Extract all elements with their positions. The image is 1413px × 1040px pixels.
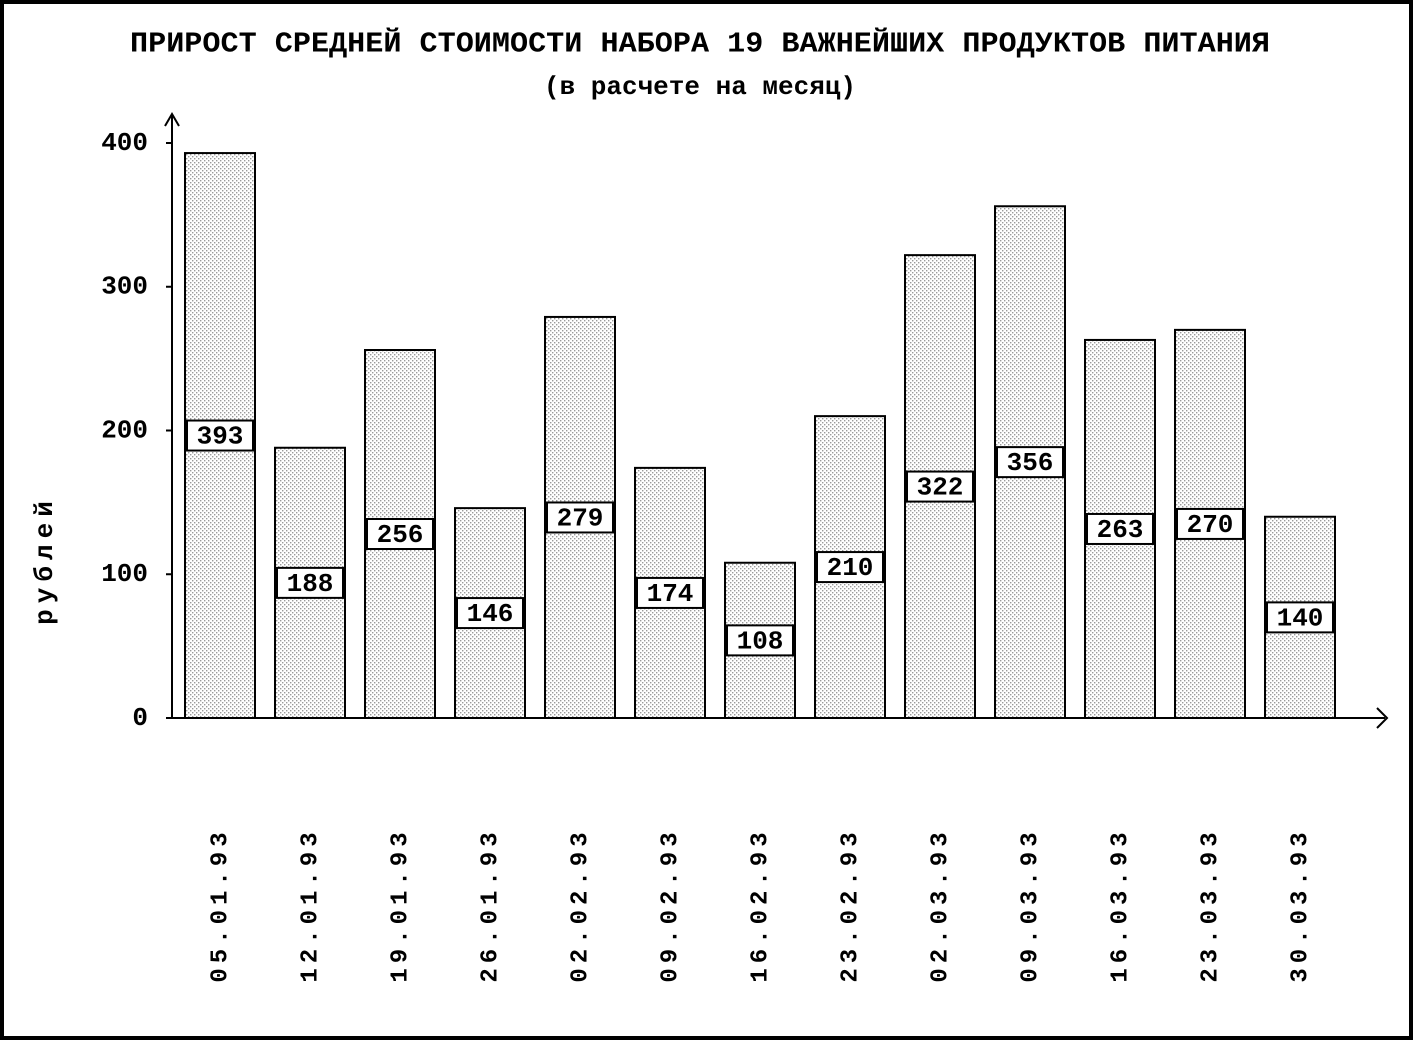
- data-label-box: [276, 566, 344, 599]
- data-label: 108: [737, 626, 784, 656]
- data-label: 146: [467, 599, 514, 629]
- x-tick-label: 05.01.93: [207, 827, 234, 982]
- x-tick-label: 02.02.93: [567, 827, 594, 982]
- x-tick-label: 30.03.93: [1287, 827, 1314, 982]
- y-tick-label: 300: [101, 272, 148, 302]
- x-axis-arrow: [1376, 707, 1389, 729]
- data-label-box: [456, 597, 524, 630]
- x-tick-label: 16.02.93: [747, 827, 774, 982]
- y-tick-label: 400: [101, 128, 148, 158]
- data-label: 174: [647, 579, 694, 609]
- y-tick-label: 200: [101, 415, 148, 445]
- data-label: 356: [1007, 448, 1054, 478]
- data-label-box: [816, 551, 884, 584]
- x-tick-label: 09.02.93: [657, 827, 684, 982]
- data-label: 140: [1277, 603, 1324, 633]
- data-label-box: [636, 576, 704, 609]
- x-tick-label: 26.01.93: [477, 827, 504, 982]
- data-label: 270: [1187, 510, 1234, 540]
- data-label: 210: [827, 553, 874, 583]
- data-label-box: [1266, 601, 1334, 634]
- data-label: 188: [287, 569, 334, 599]
- x-tick-label: 23.03.93: [1197, 827, 1224, 982]
- data-label-box: [1086, 512, 1154, 545]
- y-axis-label: рублей: [30, 495, 60, 625]
- data-label-box: [726, 624, 794, 657]
- x-tick-label: 23.02.93: [837, 827, 864, 982]
- data-label: 263: [1097, 515, 1144, 545]
- x-tick-label: 16.03.93: [1107, 827, 1134, 982]
- data-label-box: [906, 470, 974, 503]
- data-label: 256: [377, 520, 424, 550]
- chart-title: ПРИРОСТ СРЕДНЕЙ СТОИМОСТИ НАБОРА 19 ВАЖН…: [130, 27, 1270, 61]
- y-axis-arrow: [164, 112, 180, 127]
- data-label-box: [546, 501, 614, 534]
- data-label-box: [996, 446, 1064, 479]
- x-tick-label: 09.03.93: [1017, 827, 1044, 982]
- data-label-box: [1176, 507, 1244, 540]
- x-tick-label: 12.01.93: [297, 827, 324, 982]
- data-label: 279: [557, 503, 604, 533]
- data-label: 322: [917, 472, 964, 502]
- data-label-box: [366, 518, 434, 550]
- y-tick-label: 100: [101, 559, 148, 589]
- chart-subtitle: (в расчете на месяц): [544, 72, 856, 102]
- data-label: 393: [197, 421, 244, 451]
- x-tick-label: 19.01.93: [387, 827, 414, 982]
- y-tick-label: 0: [132, 703, 148, 733]
- data-label-box: [186, 419, 254, 452]
- x-tick-label: 02.03.93: [927, 827, 954, 982]
